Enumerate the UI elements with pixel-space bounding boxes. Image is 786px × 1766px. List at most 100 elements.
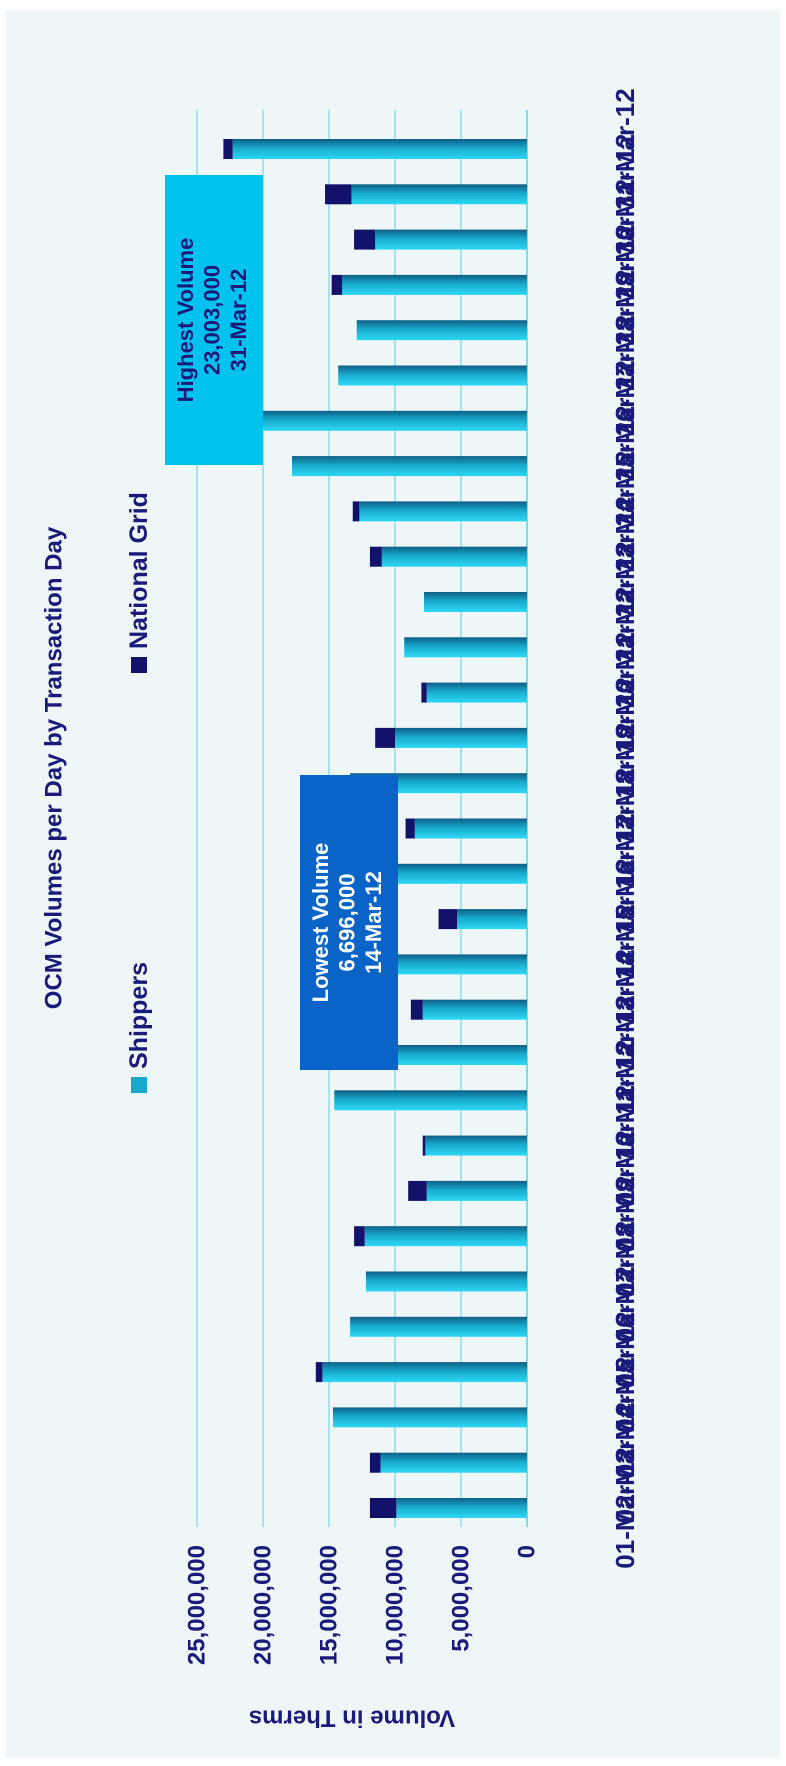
lowest-volume-annotation-line: 6,696,000 <box>335 874 360 972</box>
bar-national-grid <box>223 139 233 159</box>
bar-shippers <box>422 999 527 1020</box>
bar-shippers <box>322 1362 527 1383</box>
bar-shippers <box>232 139 527 159</box>
legend-swatch <box>131 1077 147 1093</box>
category-label: 30-Mar-12 <box>610 134 640 255</box>
bar-shippers <box>350 1316 527 1337</box>
bar-shippers <box>375 229 527 250</box>
bar-shippers <box>365 1271 527 1292</box>
highest-volume-annotation-box <box>165 175 263 465</box>
tick-label: 5,000,000 <box>448 1545 475 1652</box>
bar-shippers <box>359 501 527 522</box>
bar-shippers <box>396 1498 527 1518</box>
bar-national-grid <box>354 229 376 250</box>
legend-label: Shippers <box>125 962 153 1069</box>
bar-shippers <box>381 546 527 567</box>
category-label: 07-Mar-12 <box>610 1175 640 1296</box>
category-label: 15-Mar-12 <box>610 813 640 934</box>
lowest-volume-annotation-line: Lowest Volume <box>308 843 333 1003</box>
category-label: 16-Mar-12 <box>610 768 640 889</box>
tick-label: 25,000,000 <box>184 1545 211 1665</box>
category-label: 09-Mar-12 <box>610 1085 640 1206</box>
category-label: 28-Mar-12 <box>610 224 640 345</box>
bar-national-grid <box>422 1135 426 1156</box>
bar-shippers <box>426 682 527 703</box>
bar-shippers <box>263 410 527 431</box>
category-label: 08-Mar-12 <box>610 1130 640 1251</box>
tick-label: 0 <box>514 1545 541 1558</box>
bar-shippers <box>292 456 527 477</box>
category-label: 11-Mar-12 <box>610 995 640 1115</box>
bar-national-grid <box>375 727 395 748</box>
category-label: 18-Mar-12 <box>610 677 640 798</box>
category-label: 06-Mar-12 <box>610 1221 640 1342</box>
value-axis-title: Volume in Therms <box>249 1705 455 1732</box>
category-label: 05-Mar-12 <box>610 1266 640 1387</box>
bar-national-grid <box>331 274 343 295</box>
category-label: 13-Mar-12 <box>610 904 640 1025</box>
highest-volume-annotation-line: 31-Mar-12 <box>226 269 251 372</box>
category-label: 19-Mar-12 <box>610 632 640 753</box>
bar-shippers <box>404 637 527 658</box>
bar-national-grid <box>354 1226 365 1247</box>
bar-shippers <box>414 818 527 839</box>
bar-shippers <box>396 1045 527 1065</box>
category-label: 20-Mar-12 <box>610 587 640 708</box>
tick-label: 15,000,000 <box>316 1545 343 1665</box>
annotations: Highest Volume23,003,00031-Mar-12 Lowest … <box>165 175 398 1070</box>
bar-shippers <box>380 1452 527 1473</box>
bar-national-grid <box>438 909 458 930</box>
category-label: 27-Mar-12 <box>610 269 640 390</box>
category-label: 01-Mar-12 <box>610 1447 640 1568</box>
bar-national-grid <box>408 1180 427 1201</box>
category-label: 12-Mar-12 <box>610 949 640 1070</box>
category-label: 31-Mar-12 <box>610 88 640 209</box>
bar-shippers <box>364 1226 527 1247</box>
category-label: 24-Mar-12 <box>610 405 640 526</box>
bar-national-grid <box>405 818 415 839</box>
bar-shippers <box>356 320 527 341</box>
bars <box>223 139 527 1518</box>
bar-national-grid <box>369 1498 397 1518</box>
category-label: 22-Mar-12 <box>610 496 640 617</box>
tick-label: 10,000,000 <box>382 1545 409 1665</box>
bar-shippers <box>396 954 527 975</box>
category-label: 29-Mar-12 <box>610 179 640 300</box>
bar-shippers <box>424 592 527 612</box>
labels: 01-Mar-1202-Mar-1203-Mar-1204-Mar-1205-M… <box>41 88 641 1731</box>
lowest-volume-annotation-label: Lowest Volume6,696,00014-Mar-12 <box>308 843 386 1003</box>
bar-shippers <box>426 1180 527 1201</box>
legend-swatch <box>131 657 147 673</box>
category-label: 14-Mar-12 <box>610 858 640 979</box>
bar-shippers <box>396 863 527 884</box>
bar-shippers <box>332 1407 527 1428</box>
bar-shippers <box>395 727 527 748</box>
legend-label: National Grid <box>125 492 153 649</box>
category-label: 25-Mar-12 <box>610 360 640 481</box>
category-label: 03-Mar-12 <box>610 1357 640 1478</box>
category-label: 04-Mar-12 <box>610 1311 640 1432</box>
bar-national-grid <box>421 682 427 703</box>
bar-national-grid <box>315 1362 323 1383</box>
category-label: 10-Mar-12 <box>610 1040 640 1161</box>
lowest-volume-annotation-box <box>300 775 398 1070</box>
highest-volume-annotation-label: Highest Volume23,003,00031-Mar-12 <box>173 238 251 403</box>
highest-volume-annotation-line: 23,003,000 <box>200 265 225 375</box>
highest-volume-annotation-line: Highest Volume <box>173 238 198 403</box>
bar-national-grid <box>369 546 382 567</box>
bar-national-grid <box>369 1452 381 1473</box>
category-label: 21-Mar-12 <box>610 541 640 662</box>
lowest-volume-annotation-line: 14-Mar-12 <box>361 871 386 974</box>
bar-shippers <box>425 1135 527 1156</box>
category-label: 26-Mar-12 <box>610 315 640 436</box>
chart-title: OCM Volumes per Day by Transaction Day <box>41 526 68 1009</box>
category-label: 02-Mar-12 <box>610 1402 640 1523</box>
bar-shippers <box>351 184 527 205</box>
category-label: 23-Mar-12 <box>610 451 640 572</box>
bar-shippers <box>334 1090 527 1111</box>
bar-shippers <box>342 274 527 295</box>
category-label: 17-Mar-12 <box>610 722 640 843</box>
bar-national-grid <box>325 184 352 205</box>
bar-national-grid <box>410 999 423 1020</box>
